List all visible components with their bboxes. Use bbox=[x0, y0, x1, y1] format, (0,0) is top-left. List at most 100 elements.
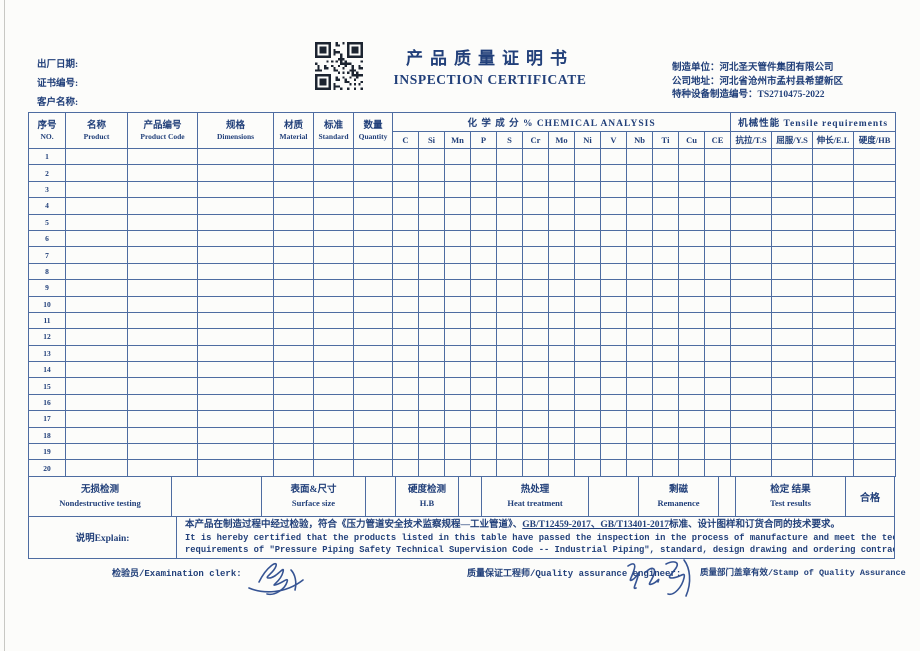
row-number-cell: 9 bbox=[28, 279, 66, 297]
empty-data-cell bbox=[127, 262, 198, 281]
empty-data-cell bbox=[127, 147, 198, 166]
empty-data-cell bbox=[522, 164, 549, 182]
empty-data-cell bbox=[127, 393, 198, 412]
summary-cell: 表面&尺寸 Surface size bbox=[262, 476, 366, 516]
row-number-cell: 4 bbox=[28, 197, 66, 215]
empty-data-cell bbox=[470, 443, 497, 461]
empty-data-cell bbox=[652, 213, 679, 231]
element-header-si: Si bbox=[418, 131, 445, 149]
empty-data-cell bbox=[626, 393, 653, 412]
empty-data-cell bbox=[496, 262, 523, 281]
table-row: 11 bbox=[28, 311, 897, 330]
empty-data-cell bbox=[127, 443, 198, 461]
summary-cell: 热处理 Heat treatment bbox=[482, 476, 589, 516]
table-row: 14 bbox=[28, 361, 897, 379]
empty-data-cell bbox=[771, 295, 814, 313]
empty-data-cell bbox=[652, 426, 679, 445]
empty-data-cell bbox=[522, 262, 549, 281]
column-header-material: 材质 Material bbox=[273, 112, 314, 149]
empty-data-cell bbox=[353, 328, 393, 346]
empty-data-cell bbox=[703, 344, 732, 363]
empty-data-cell bbox=[313, 443, 354, 461]
empty-data-cell bbox=[853, 180, 897, 199]
empty-data-cell bbox=[812, 229, 855, 248]
empty-data-cell bbox=[392, 229, 419, 248]
empty-data-cell bbox=[730, 213, 773, 231]
special-equipment-no: 特种设备制造编号：TS2710475-2022 bbox=[672, 90, 825, 100]
empty-data-cell bbox=[812, 361, 855, 379]
empty-data-cell bbox=[273, 426, 314, 445]
empty-data-cell bbox=[548, 328, 575, 346]
empty-data-cell bbox=[353, 295, 393, 313]
empty-data-cell bbox=[652, 180, 679, 199]
empty-data-cell bbox=[392, 246, 419, 264]
empty-data-cell bbox=[853, 443, 897, 461]
empty-data-cell bbox=[127, 459, 198, 477]
empty-data-cell bbox=[522, 229, 549, 248]
qr-code-icon bbox=[315, 42, 363, 90]
mechanical-properties-header: 机械性能 Tensile requirements bbox=[730, 112, 897, 132]
explain-zh-pre: 本产品在制造过程中经过检验，符合《压力管道安全技术监察规程—工业管道》、 bbox=[185, 519, 523, 530]
mech-column-header: 屈服/Y.S bbox=[771, 131, 814, 149]
empty-data-cell bbox=[496, 246, 523, 264]
empty-data-cell bbox=[65, 180, 128, 199]
table-row: 5 bbox=[28, 213, 897, 231]
empty-data-cell bbox=[197, 410, 274, 428]
empty-data-cell bbox=[574, 361, 601, 379]
empty-data-cell bbox=[127, 180, 198, 199]
table-row: 13 bbox=[28, 344, 897, 363]
empty-data-cell bbox=[626, 295, 653, 313]
empty-data-cell bbox=[652, 295, 679, 313]
empty-data-cell bbox=[574, 147, 601, 166]
empty-data-cell bbox=[626, 361, 653, 379]
empty-data-cell bbox=[496, 443, 523, 461]
empty-data-cell bbox=[652, 459, 679, 477]
empty-data-cell bbox=[418, 393, 445, 412]
explain-label: 说明Explain: bbox=[29, 516, 177, 558]
empty-data-cell bbox=[392, 361, 419, 379]
empty-data-cell bbox=[353, 279, 393, 297]
explain-zh-post: 标准、设计图样和订货合同的技术要求。 bbox=[669, 519, 841, 530]
empty-data-cell bbox=[853, 213, 897, 231]
empty-data-cell bbox=[853, 344, 897, 363]
empty-data-cell bbox=[470, 180, 497, 199]
empty-data-cell bbox=[812, 197, 855, 215]
empty-data-cell bbox=[548, 213, 575, 231]
empty-data-cell bbox=[353, 377, 393, 395]
empty-data-cell bbox=[652, 311, 679, 330]
element-header-ce: CE bbox=[703, 131, 732, 149]
empty-data-cell bbox=[600, 229, 627, 248]
empty-data-cell bbox=[418, 197, 445, 215]
empty-data-cell bbox=[812, 311, 855, 330]
empty-data-cell bbox=[197, 295, 274, 313]
empty-data-cell bbox=[853, 393, 897, 412]
empty-data-cell bbox=[574, 311, 601, 330]
empty-data-cell bbox=[313, 295, 354, 313]
empty-data-cell bbox=[197, 377, 274, 395]
empty-data-cell bbox=[703, 229, 732, 248]
empty-data-cell bbox=[771, 443, 814, 461]
empty-data-cell bbox=[600, 311, 627, 330]
empty-data-cell bbox=[418, 246, 445, 264]
empty-data-cell bbox=[313, 328, 354, 346]
empty-data-cell bbox=[574, 377, 601, 395]
empty-data-cell bbox=[678, 443, 705, 461]
empty-data-cell bbox=[853, 147, 897, 166]
table-row: 4 bbox=[28, 197, 897, 215]
empty-data-cell bbox=[626, 377, 653, 395]
mech-column-header: 硬度/HB bbox=[853, 131, 897, 149]
empty-data-cell bbox=[600, 443, 627, 461]
empty-data-cell bbox=[703, 443, 732, 461]
empty-data-cell bbox=[853, 459, 897, 477]
empty-data-cell bbox=[771, 147, 814, 166]
row-number-cell: 18 bbox=[28, 426, 66, 445]
summary-cell: 剩磁 Remanence bbox=[639, 476, 719, 516]
empty-data-cell bbox=[313, 229, 354, 248]
column-header-product: 名称 Product bbox=[65, 112, 128, 149]
empty-data-cell bbox=[273, 295, 314, 313]
table-row: 8 bbox=[28, 262, 897, 281]
table-row: 1 bbox=[28, 147, 897, 166]
table-row: 15 bbox=[28, 377, 897, 395]
empty-data-cell bbox=[600, 328, 627, 346]
empty-data-cell bbox=[548, 246, 575, 264]
